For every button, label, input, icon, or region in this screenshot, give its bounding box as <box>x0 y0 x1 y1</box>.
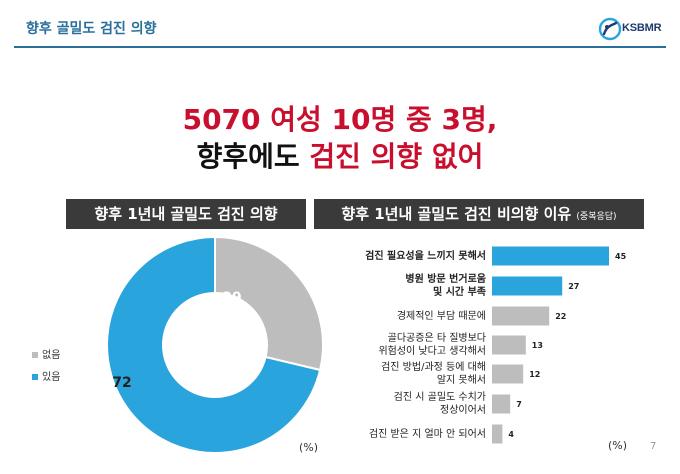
page-title: 향후 골밀도 검진 의향 <box>26 21 157 37</box>
donut-value-label-0: 29 <box>222 290 241 306</box>
headline-line-2: 향후에도 검진 의향 없어 <box>0 140 680 174</box>
right-panel-title-note: (중복응답) <box>576 212 617 222</box>
donut-value-label-1: 72 <box>112 375 131 391</box>
legend-item-1: 있음 <box>32 368 60 383</box>
bar-category-label-line: 정상이어서 <box>440 405 486 416</box>
header-divider <box>14 46 666 48</box>
headline-line-2-red: 검진 의향 없어 <box>309 140 484 173</box>
bar-1 <box>492 276 563 296</box>
bar-category-label-2: 경제적인 부담 때문에 <box>318 310 486 323</box>
bar-0 <box>492 246 609 266</box>
bar-category-label-6: 검진 받은 지 얼마 안 되어서 <box>318 428 486 441</box>
right-unit-label: (%) <box>608 439 628 452</box>
donut-slice-1 <box>106 235 322 454</box>
bar-category-label-line: 경제적인 부담 때문에 <box>396 310 486 322</box>
bar-category-label-line: 알지 못해서 <box>436 375 486 386</box>
bar-6 <box>492 424 503 444</box>
bar-4 <box>492 364 524 384</box>
logo-text: KSBMR <box>622 22 662 34</box>
bar-value-label-4: 12 <box>529 370 540 379</box>
bar-category-label-line: 검진 방법/과정 등에 대해 <box>381 362 486 373</box>
bar-value-label-3: 13 <box>532 341 543 350</box>
bar-category-label-0: 검진 필요성을 느끼지 못해서 <box>318 250 486 263</box>
logo: KSBMR <box>598 17 668 41</box>
bar-value-label-0: 45 <box>615 252 627 261</box>
bar-category-label-line: 골다공증은 타 질병보다 <box>387 333 486 344</box>
right-panel-title: 향후 1년내 골밀도 검진 비의향 이유 (중복응답) <box>314 199 644 229</box>
donut-slice-0 <box>214 235 324 372</box>
left-unit-label: (%) <box>299 441 319 454</box>
bar-category-label-line: 및 시간 부족 <box>433 287 486 298</box>
bar-3 <box>492 335 526 355</box>
bar-value-label-5: 7 <box>516 400 522 409</box>
legend-swatch <box>32 352 38 358</box>
bar-category-label-line: 검진 받은 지 얼마 안 되어서 <box>368 428 486 440</box>
bar-5 <box>492 394 511 414</box>
bar-value-label-6: 4 <box>508 430 514 439</box>
bar-2 <box>492 306 550 326</box>
legend-item-0: 없음 <box>32 346 60 361</box>
page-number: 7 <box>650 441 657 452</box>
bar-value-label-2: 22 <box>555 312 566 321</box>
logo-icon <box>598 17 622 41</box>
right-panel-title-text: 향후 1년내 골밀도 검진 비의향 이유 <box>341 205 572 223</box>
bar-category-label-line: 검진 시 골밀도 수치가 <box>393 392 486 403</box>
bar-category-label-line: 위험성이 낮다고 생각해서 <box>378 346 486 357</box>
bar-value-label-1: 27 <box>568 282 579 291</box>
bar-category-label-line: 검진 필요성을 느끼지 못해서 <box>365 250 486 262</box>
legend-label: 없음 <box>42 350 61 361</box>
headline-line-1: 5070 여성 10명 중 3명, <box>182 103 498 136</box>
donut-chart: 29 72 <box>106 235 324 454</box>
headline-line-2-black: 향후에도 <box>196 140 300 173</box>
legend-label: 있음 <box>42 372 61 383</box>
legend-swatch <box>32 374 38 380</box>
bar-category-label-line: 병원 방문 번거로움 <box>405 274 486 285</box>
left-panel-title: 향후 1년내 골밀도 검진 의향 <box>66 199 306 229</box>
